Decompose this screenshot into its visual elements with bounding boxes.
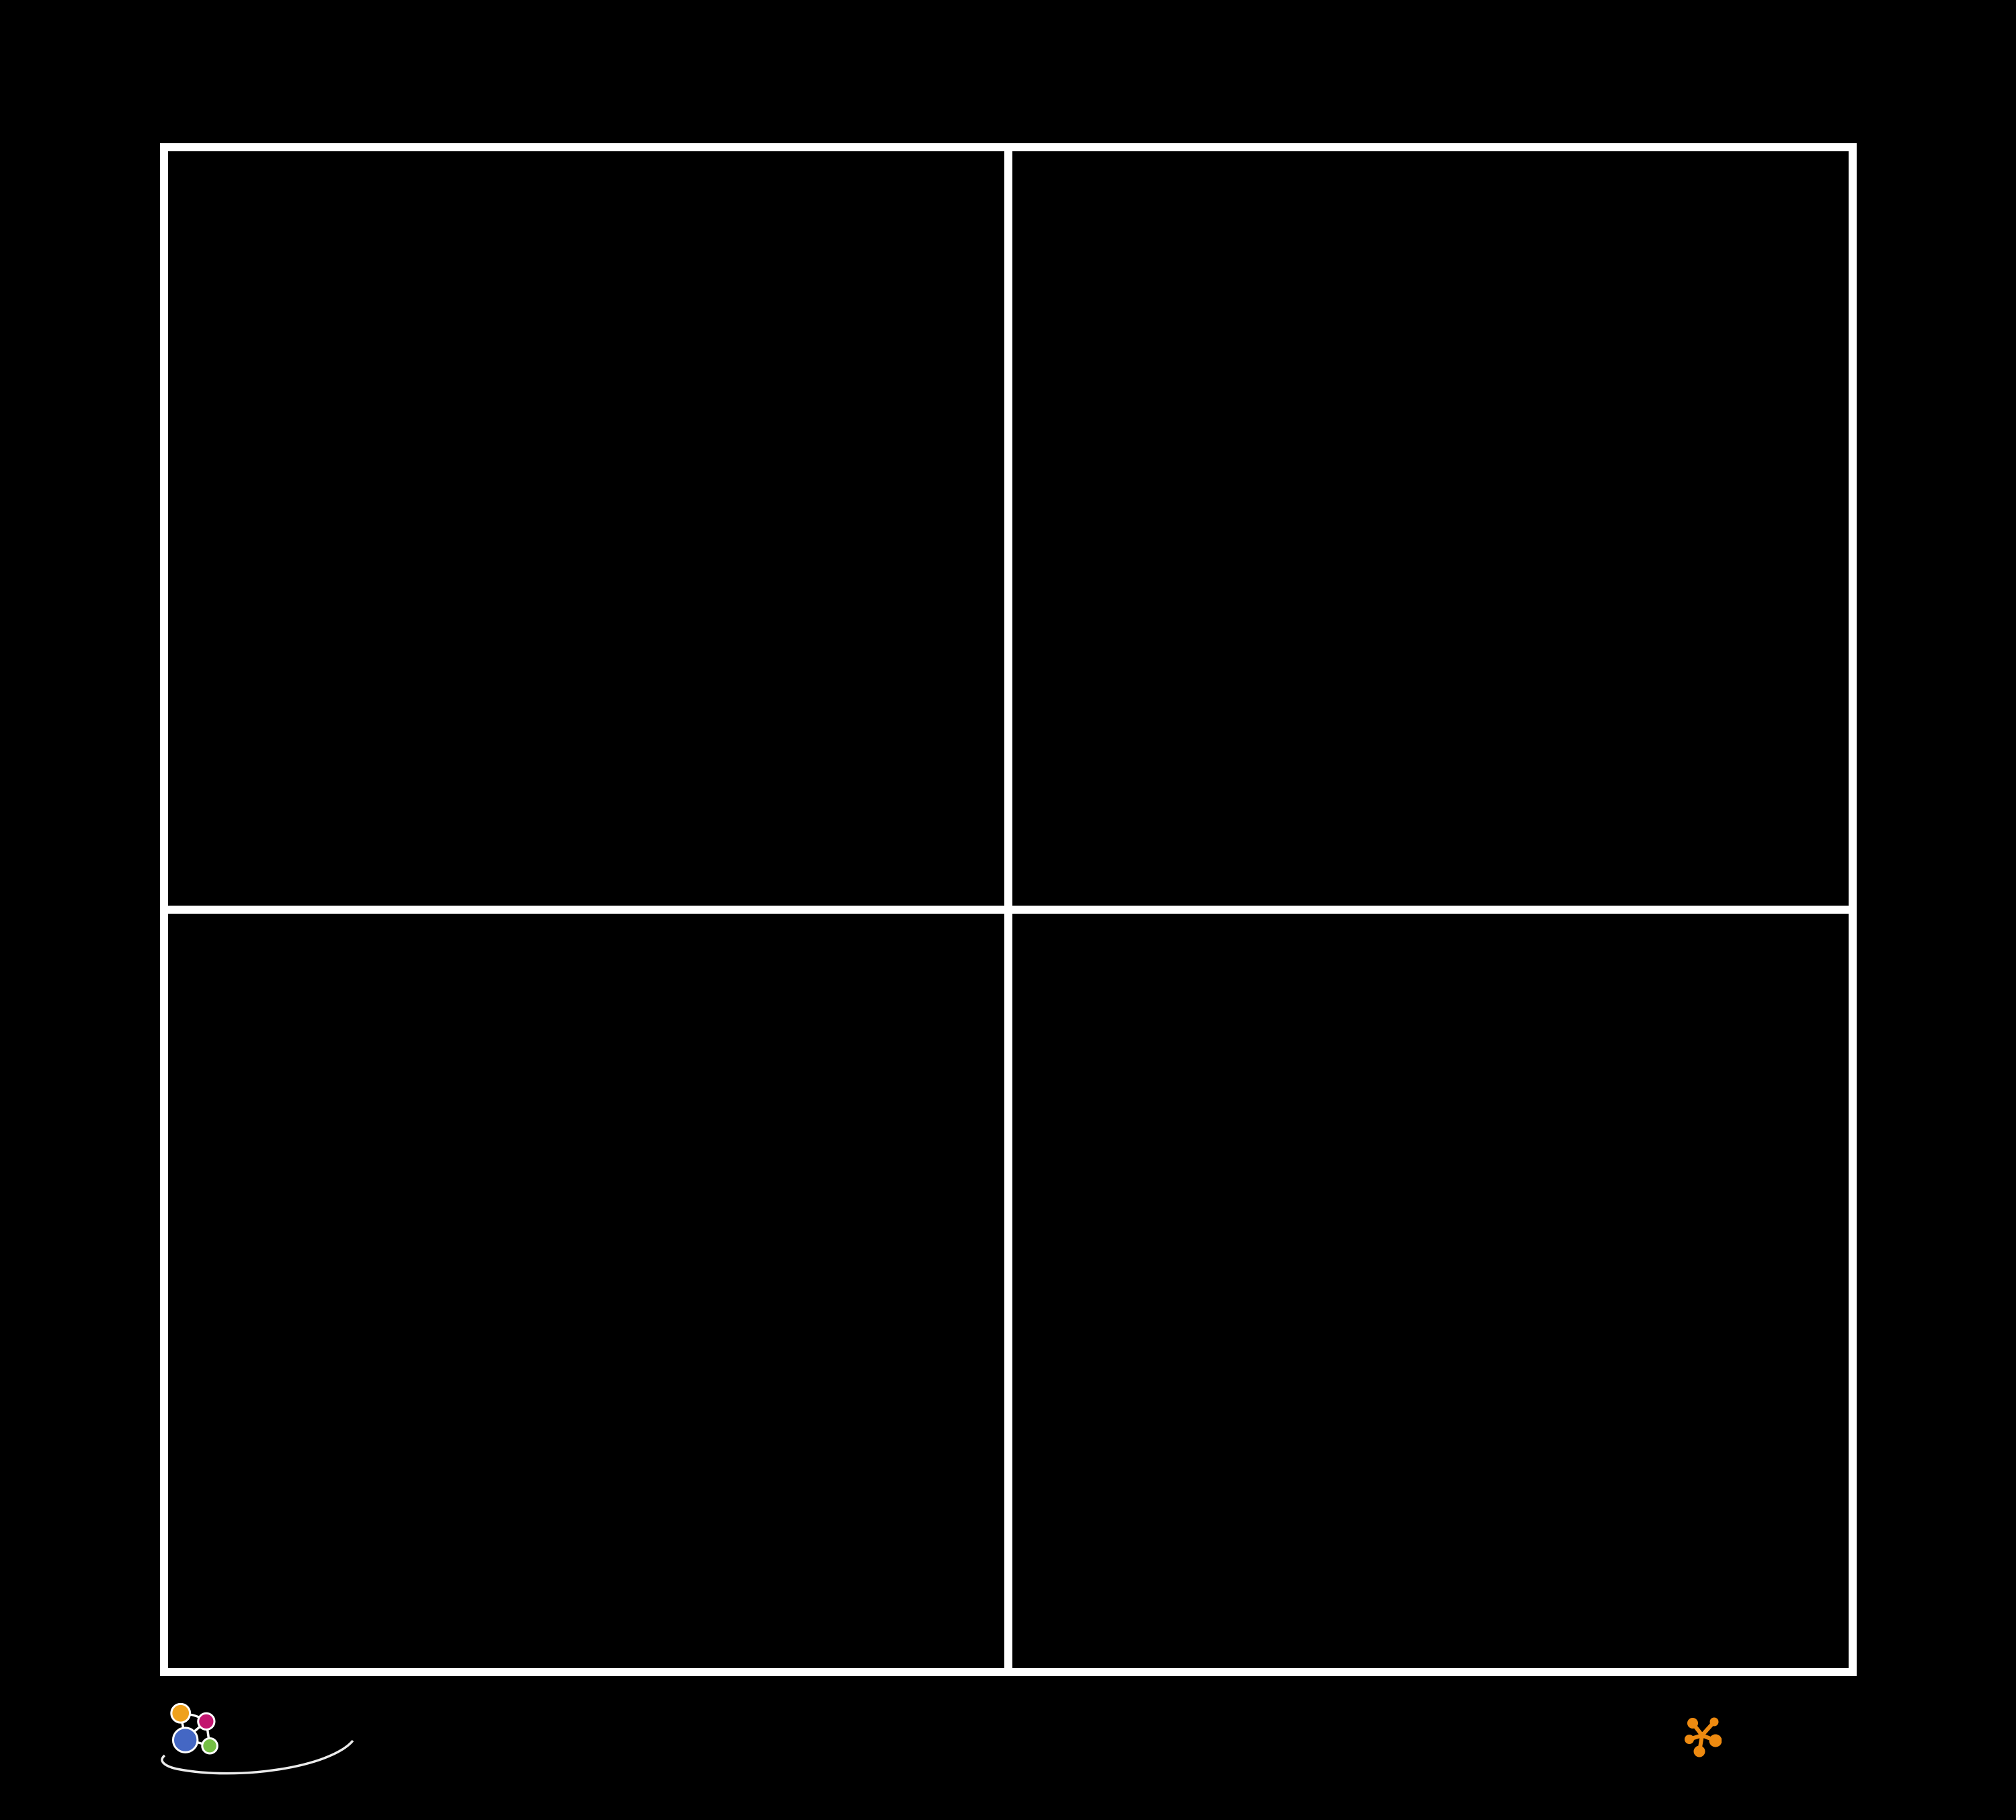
panel-disease-class-network [1012,914,1849,1668]
panel-compound-class-network [168,914,1004,1668]
network-graph-ingredient-disease [168,151,1004,906]
panel-ingredient-disease-network [168,151,1004,906]
network-graph-compound-class [168,914,1004,1668]
cytoscape-branding [1684,1710,1731,1757]
cytoscape-lockup [1684,1716,1731,1757]
edgeleap-branding [161,1702,354,1775]
network-graph-disease-class [1012,914,1849,1668]
edgeleap-lockup [161,1702,354,1775]
edgeleap-logo-icon [170,1702,218,1755]
panel-disease-risk-network [1012,151,1849,906]
network-graph-disease-risk [1012,151,1849,906]
panel-grid [160,143,1857,1676]
cytoscape-logo-icon [1685,1717,1722,1757]
